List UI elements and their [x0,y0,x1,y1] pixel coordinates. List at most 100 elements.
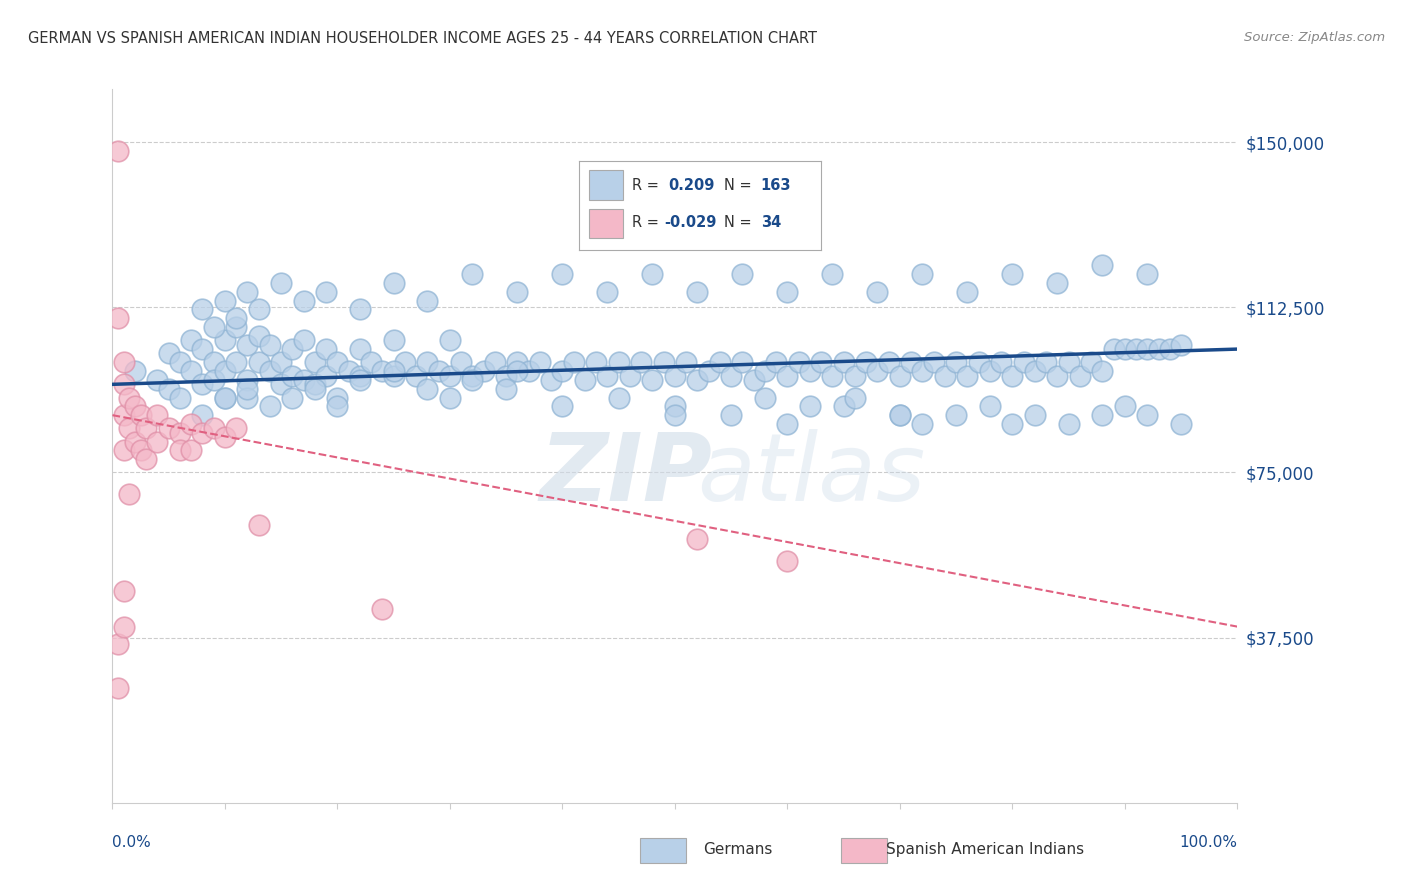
Point [574,373,596,387]
Point [371,364,394,378]
Point [191,425,214,440]
Point [810,355,832,369]
Point [315,368,337,383]
Point [799,364,821,378]
Point [799,400,821,414]
Point [112,408,135,422]
Point [461,368,484,383]
Point [754,364,776,378]
Point [551,400,574,414]
Point [517,364,540,378]
Point [349,368,371,383]
Point [675,355,697,369]
Point [315,285,337,299]
Point [326,400,349,414]
Point [191,377,214,392]
Point [247,302,270,317]
Point [416,382,439,396]
Point [630,355,652,369]
Point [1114,342,1136,356]
Point [821,267,844,281]
Point [202,421,225,435]
Point [349,302,371,317]
Point [180,364,202,378]
Point [1136,342,1159,356]
Point [1001,417,1024,431]
Point [157,382,180,396]
Point [118,487,141,501]
Point [225,355,247,369]
Point [1046,368,1069,383]
Point [484,355,506,369]
Point [551,364,574,378]
Point [585,355,607,369]
Point [214,333,236,347]
Point [821,368,844,383]
Point [1024,364,1046,378]
Point [720,368,742,383]
Point [506,355,529,369]
Point [214,391,236,405]
Point [129,443,152,458]
Point [439,368,461,383]
Point [281,391,304,405]
Point [596,285,619,299]
Point [1125,342,1147,356]
Point [1001,267,1024,281]
Point [304,382,326,396]
Point [427,364,450,378]
Point [259,337,281,351]
Point [1046,276,1069,290]
Point [844,368,866,383]
Point [180,333,202,347]
Point [112,584,135,599]
Point [641,267,664,281]
Point [382,364,405,378]
Point [922,355,945,369]
Text: 0.209: 0.209 [669,178,716,193]
Point [742,373,765,387]
Point [911,364,934,378]
Point [1012,355,1035,369]
Bar [589,170,623,200]
Text: 34: 34 [761,216,780,230]
Point [709,355,731,369]
Point [107,681,129,696]
Point [394,355,416,369]
Point [202,320,225,334]
Point [169,391,191,405]
Point [866,364,889,378]
Point [214,430,236,444]
Point [495,368,517,383]
Point [270,355,292,369]
Point [619,368,641,383]
Point [450,355,472,369]
Point [157,421,180,435]
Point [472,364,495,378]
Point [607,391,630,405]
Point [281,342,304,356]
Point [900,355,922,369]
Point [787,355,810,369]
Point [731,267,754,281]
Point [247,518,270,533]
Point [191,408,214,422]
Point [664,400,686,414]
Point [214,293,236,308]
Point [247,355,270,369]
Point [259,364,281,378]
Point [776,285,799,299]
Point [866,285,889,299]
Point [236,337,259,351]
Point [832,355,855,369]
Point [202,355,225,369]
Point [107,637,129,651]
Point [889,408,911,422]
Point [551,267,574,281]
Text: N =: N = [724,216,752,230]
Point [259,400,281,414]
Point [270,377,292,392]
Point [720,408,742,422]
Point [304,355,326,369]
Point [146,373,169,387]
